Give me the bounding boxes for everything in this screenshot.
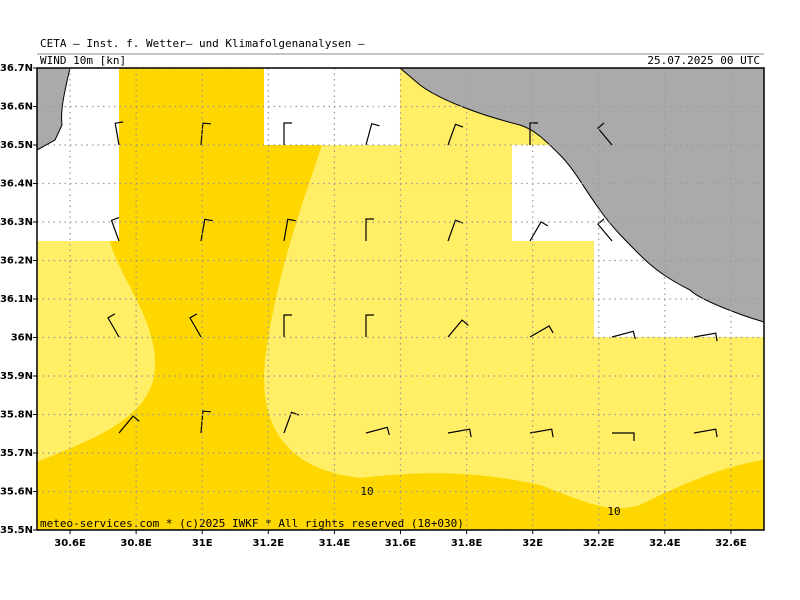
y-tick-label: 35.9N bbox=[0, 371, 33, 382]
x-tick-label: 32.2E bbox=[583, 538, 615, 549]
wind-barb bbox=[597, 122, 613, 146]
wind-barb bbox=[110, 217, 120, 242]
x-tick-label: 31.4E bbox=[319, 538, 351, 549]
footer: meteo-services.com * (c)2025 IWKF * All … bbox=[40, 517, 464, 530]
land-west bbox=[37, 68, 71, 151]
wind-barb bbox=[189, 313, 202, 338]
wind-barb bbox=[529, 325, 554, 338]
wind-barb bbox=[365, 218, 374, 241]
wind-barb bbox=[447, 428, 472, 438]
x-tick-label: 30.6E bbox=[54, 538, 86, 549]
wind-barb bbox=[118, 415, 140, 434]
wind-barb bbox=[365, 122, 380, 146]
y-tick-label: 36.1N bbox=[0, 294, 33, 305]
field-label: WIND 10m [kn] bbox=[40, 54, 126, 67]
x-tick-label: 31.2E bbox=[253, 538, 285, 549]
y-tick-label: 36.7N bbox=[0, 63, 33, 74]
y-tick-label: 36.5N bbox=[0, 140, 33, 151]
y-tick-label: 36.6N bbox=[0, 102, 33, 113]
wind-barb bbox=[283, 122, 292, 145]
x-tick-label: 31.8E bbox=[451, 538, 483, 549]
wind-barb bbox=[283, 314, 292, 337]
wind-barb bbox=[365, 426, 390, 436]
wind-barb bbox=[611, 330, 636, 340]
y-tick-label: 35.5N bbox=[0, 525, 33, 536]
wind-barb bbox=[529, 221, 549, 242]
wind-barb bbox=[283, 218, 296, 242]
header-title: CETA — Inst. f. Wetter— und Klimafolgena… bbox=[40, 37, 365, 50]
wind-barb bbox=[200, 122, 211, 146]
y-tick-label: 35.6N bbox=[0, 487, 33, 498]
y-tick-label: 35.7N bbox=[0, 448, 33, 459]
wind-barbs bbox=[107, 121, 718, 441]
y-tick-label: 36.3N bbox=[0, 217, 33, 228]
wind-barb bbox=[529, 428, 554, 438]
y-tick-label: 36N bbox=[11, 333, 33, 344]
contour-label: 10 bbox=[607, 505, 620, 518]
land bbox=[399, 68, 764, 323]
y-tick-label: 36.4N bbox=[0, 179, 33, 190]
wind-barb bbox=[447, 123, 464, 146]
wind-barb bbox=[365, 314, 374, 337]
wind-barb bbox=[447, 319, 469, 338]
x-tick-label: 32.6E bbox=[715, 538, 747, 549]
date-label: 25.07.2025 00 UTC bbox=[647, 54, 760, 67]
y-tick-label: 35.8N bbox=[0, 410, 33, 421]
x-tick-label: 30.8E bbox=[120, 538, 152, 549]
x-tick-label: 31.6E bbox=[385, 538, 417, 549]
wind-barb bbox=[529, 122, 538, 145]
wind-barb bbox=[693, 332, 718, 342]
y-tick-label: 36.2N bbox=[0, 256, 33, 267]
wind-barb bbox=[612, 432, 635, 441]
x-tick-label: 32E bbox=[522, 538, 543, 549]
x-tick-label: 32.4E bbox=[649, 538, 681, 549]
wind-barb bbox=[693, 428, 718, 438]
wind-barb bbox=[597, 218, 613, 242]
x-tick-label: 31E bbox=[192, 538, 213, 549]
wind-barb bbox=[114, 121, 124, 146]
wind-barb bbox=[107, 313, 120, 338]
